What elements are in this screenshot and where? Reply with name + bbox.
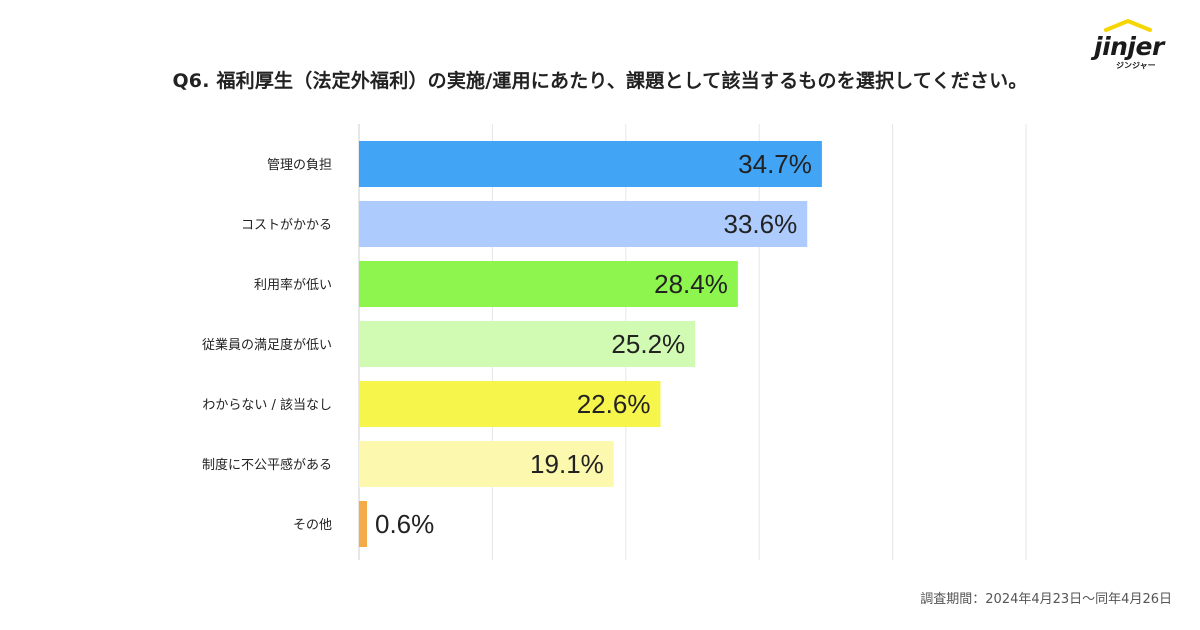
survey-period-note: 調査期間：2024年4月23日〜同年4月26日	[920, 592, 1172, 607]
value-label: 0.6%	[375, 509, 434, 539]
value-label: 22.6%	[577, 389, 651, 419]
value-label: 28.4%	[654, 269, 728, 299]
logo-roof-icon	[1104, 19, 1152, 32]
logo-wordmark: jinjer	[1094, 32, 1164, 61]
bar	[359, 381, 661, 427]
value-label: 25.2%	[611, 329, 685, 359]
jinjer-logo: jinjer ジンジャー	[1090, 18, 1180, 70]
category-label: コストがかかる	[241, 218, 332, 233]
bar	[359, 201, 808, 247]
bar	[359, 141, 822, 187]
chart-title: Q6. 福利厚生（法定外福利）の実施/運用にあたり、課題として該当するものを選択…	[172, 70, 1028, 92]
category-label: 制度に不公平感がある	[202, 457, 332, 473]
value-label: 19.1%	[530, 449, 604, 479]
category-label: 利用率が低い	[254, 277, 332, 293]
value-label: 34.7%	[738, 149, 812, 179]
value-label: 33.6%	[723, 209, 797, 239]
category-label: その他	[293, 518, 332, 533]
logo-subtext: ジンジャー	[1116, 61, 1156, 70]
category-label: 管理の負担	[267, 158, 332, 173]
bar	[359, 441, 614, 487]
category-label: わからない / 該当なし	[202, 397, 332, 413]
category-label: 従業員の満足度が低い	[202, 337, 332, 353]
bar	[359, 261, 738, 307]
bar	[359, 501, 368, 547]
bar	[359, 321, 696, 367]
